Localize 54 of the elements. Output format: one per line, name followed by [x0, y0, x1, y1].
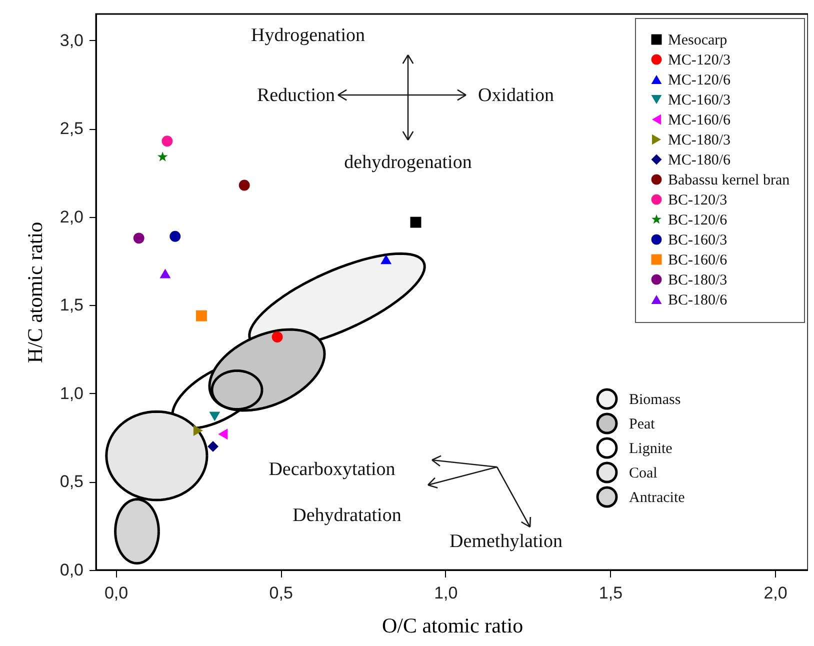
annotation: Oxidation: [478, 85, 554, 106]
annotation: Hydrogenation: [251, 25, 366, 46]
legend-label: MC-120/3: [668, 52, 731, 68]
annotation: Demethylation: [450, 531, 563, 552]
annotation: Antracite: [629, 490, 686, 506]
legend-label: BC-160/6: [668, 252, 728, 268]
y-tick-label: 1,5: [60, 296, 84, 315]
annotation: Biomass: [629, 392, 681, 408]
y-tick-label: 2,0: [60, 207, 84, 226]
y-tick-label: 1,0: [60, 384, 84, 403]
point: [218, 428, 228, 440]
annotation: Lignite: [629, 441, 673, 457]
x-tick-label: 0,5: [269, 584, 293, 602]
point: [157, 151, 168, 162]
point: [380, 254, 392, 264]
point: [238, 180, 250, 191]
y-tick-label: 0,0: [60, 560, 84, 580]
point: [272, 332, 283, 342]
legend-label: MC-160/3: [668, 92, 731, 108]
y-tick-label: 2,5: [60, 119, 84, 138]
legend-label: MC-160/6: [668, 112, 732, 128]
annotation: Dehydratation: [292, 505, 402, 526]
legend-label: Babassu kernel bran: [668, 172, 790, 188]
point: [133, 232, 144, 244]
legend-label: BC-180/6: [668, 292, 728, 308]
point: [170, 230, 181, 242]
legend-label: MC-120/6: [668, 72, 732, 88]
annotation: Reduction: [256, 85, 336, 106]
legend-label: BC-120/6: [668, 212, 728, 228]
point: [209, 412, 220, 422]
x-tick-label: 1,0: [434, 584, 458, 602]
legend-label: BC-180/3: [668, 272, 728, 288]
legend-label: BC-160/3: [668, 232, 728, 248]
point: [160, 268, 171, 278]
point: [193, 425, 203, 436]
point: [196, 310, 207, 322]
legend-label: BC-120/3: [668, 192, 728, 208]
point: [208, 440, 218, 452]
legend-label: MC-180/6: [668, 152, 732, 168]
x-tick-label: 0,0: [104, 584, 128, 602]
y-axis-title: H/C atomic ratio: [22, 222, 47, 364]
annotation: Decarboxytation: [268, 459, 396, 480]
y-tick-label: 3,0: [60, 30, 84, 50]
point: [162, 136, 173, 147]
point: [410, 216, 422, 228]
annotation: dehydrogenation: [344, 152, 472, 173]
x-axis-title: O/C atomic ratio: [382, 614, 524, 638]
legend-label: Mesocarp: [668, 32, 728, 48]
annotation: Peat: [629, 416, 656, 432]
x-tick-label: 1,5: [598, 584, 623, 602]
x-tick-label: 2,0: [764, 584, 788, 602]
annotation: Coal: [629, 466, 658, 482]
legend-label: MC-180/3: [668, 132, 731, 148]
y-tick-label: 0,5: [60, 472, 84, 492]
